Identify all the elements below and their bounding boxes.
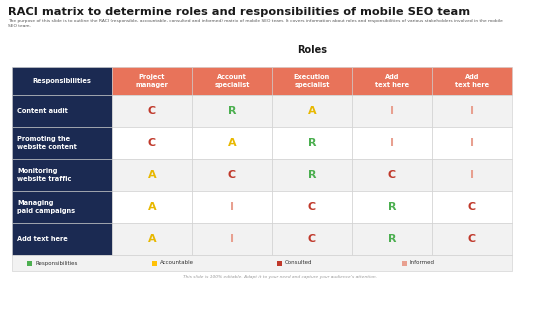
- FancyBboxPatch shape: [432, 95, 512, 127]
- Text: I: I: [470, 138, 474, 148]
- FancyBboxPatch shape: [192, 223, 272, 255]
- FancyBboxPatch shape: [112, 127, 192, 159]
- Text: R: R: [308, 138, 316, 148]
- FancyBboxPatch shape: [432, 67, 512, 95]
- Text: C: C: [228, 170, 236, 180]
- FancyBboxPatch shape: [12, 127, 112, 159]
- Text: A: A: [148, 202, 156, 212]
- Text: Roles: Roles: [297, 45, 327, 55]
- Text: R: R: [308, 170, 316, 180]
- Text: I: I: [390, 106, 394, 116]
- Text: A: A: [148, 234, 156, 244]
- Text: R: R: [228, 106, 236, 116]
- FancyBboxPatch shape: [352, 223, 432, 255]
- FancyBboxPatch shape: [432, 223, 512, 255]
- Text: Responsibilities: Responsibilities: [35, 261, 77, 266]
- Text: Account
specialist: Account specialist: [214, 74, 250, 88]
- Text: Accountable: Accountable: [160, 261, 194, 266]
- FancyBboxPatch shape: [277, 261, 282, 266]
- Text: Project
manager: Project manager: [136, 74, 169, 88]
- FancyBboxPatch shape: [272, 67, 352, 95]
- FancyBboxPatch shape: [112, 159, 192, 191]
- Text: I: I: [230, 234, 234, 244]
- Text: R: R: [388, 202, 396, 212]
- FancyBboxPatch shape: [152, 261, 157, 266]
- Text: A: A: [148, 170, 156, 180]
- FancyBboxPatch shape: [12, 191, 112, 223]
- Text: C: C: [468, 234, 476, 244]
- FancyBboxPatch shape: [192, 159, 272, 191]
- FancyBboxPatch shape: [432, 159, 512, 191]
- FancyBboxPatch shape: [352, 159, 432, 191]
- FancyBboxPatch shape: [12, 95, 112, 127]
- FancyBboxPatch shape: [272, 223, 352, 255]
- Text: I: I: [470, 170, 474, 180]
- FancyBboxPatch shape: [192, 67, 272, 95]
- FancyBboxPatch shape: [12, 223, 112, 255]
- FancyBboxPatch shape: [12, 67, 112, 95]
- FancyBboxPatch shape: [402, 261, 407, 266]
- FancyBboxPatch shape: [352, 95, 432, 127]
- Text: Add text here: Add text here: [17, 236, 68, 242]
- Text: I: I: [470, 106, 474, 116]
- Text: This slide is 100% editable. Adapt it to your need and capture your audience's a: This slide is 100% editable. Adapt it to…: [183, 275, 377, 279]
- FancyBboxPatch shape: [352, 67, 432, 95]
- Text: C: C: [388, 170, 396, 180]
- Text: Promoting the
website content: Promoting the website content: [17, 136, 77, 150]
- FancyBboxPatch shape: [192, 95, 272, 127]
- Text: Consulted: Consulted: [285, 261, 312, 266]
- Text: Responsibilities: Responsibilities: [32, 78, 91, 84]
- Text: Add
text here: Add text here: [455, 74, 489, 88]
- FancyBboxPatch shape: [12, 159, 112, 191]
- Text: C: C: [308, 202, 316, 212]
- FancyBboxPatch shape: [272, 159, 352, 191]
- Text: R: R: [388, 234, 396, 244]
- FancyBboxPatch shape: [272, 95, 352, 127]
- Text: Content audit: Content audit: [17, 108, 68, 114]
- Text: Add
text here: Add text here: [375, 74, 409, 88]
- Text: Execution
specialist: Execution specialist: [294, 74, 330, 88]
- Text: C: C: [148, 106, 156, 116]
- Text: C: C: [468, 202, 476, 212]
- FancyBboxPatch shape: [432, 191, 512, 223]
- FancyBboxPatch shape: [112, 191, 192, 223]
- Text: RACI matrix to determine roles and responsibilities of mobile SEO team: RACI matrix to determine roles and respo…: [8, 7, 470, 17]
- Text: The purpose of this slide is to outline the RACI (responsible, accountable, cons: The purpose of this slide is to outline …: [8, 19, 503, 28]
- Text: Monitoring
website traffic: Monitoring website traffic: [17, 168, 71, 182]
- FancyBboxPatch shape: [112, 67, 192, 95]
- FancyBboxPatch shape: [112, 223, 192, 255]
- FancyBboxPatch shape: [192, 191, 272, 223]
- Text: I: I: [390, 138, 394, 148]
- Text: A: A: [307, 106, 316, 116]
- Text: C: C: [308, 234, 316, 244]
- FancyBboxPatch shape: [272, 191, 352, 223]
- FancyBboxPatch shape: [352, 191, 432, 223]
- Text: C: C: [148, 138, 156, 148]
- FancyBboxPatch shape: [272, 127, 352, 159]
- FancyBboxPatch shape: [27, 261, 32, 266]
- Text: Managing
paid campaigns: Managing paid campaigns: [17, 200, 75, 214]
- Text: Informed: Informed: [410, 261, 435, 266]
- FancyBboxPatch shape: [192, 127, 272, 159]
- FancyBboxPatch shape: [432, 127, 512, 159]
- FancyBboxPatch shape: [352, 127, 432, 159]
- FancyBboxPatch shape: [112, 95, 192, 127]
- FancyBboxPatch shape: [12, 255, 512, 271]
- Text: I: I: [230, 202, 234, 212]
- Text: A: A: [228, 138, 236, 148]
